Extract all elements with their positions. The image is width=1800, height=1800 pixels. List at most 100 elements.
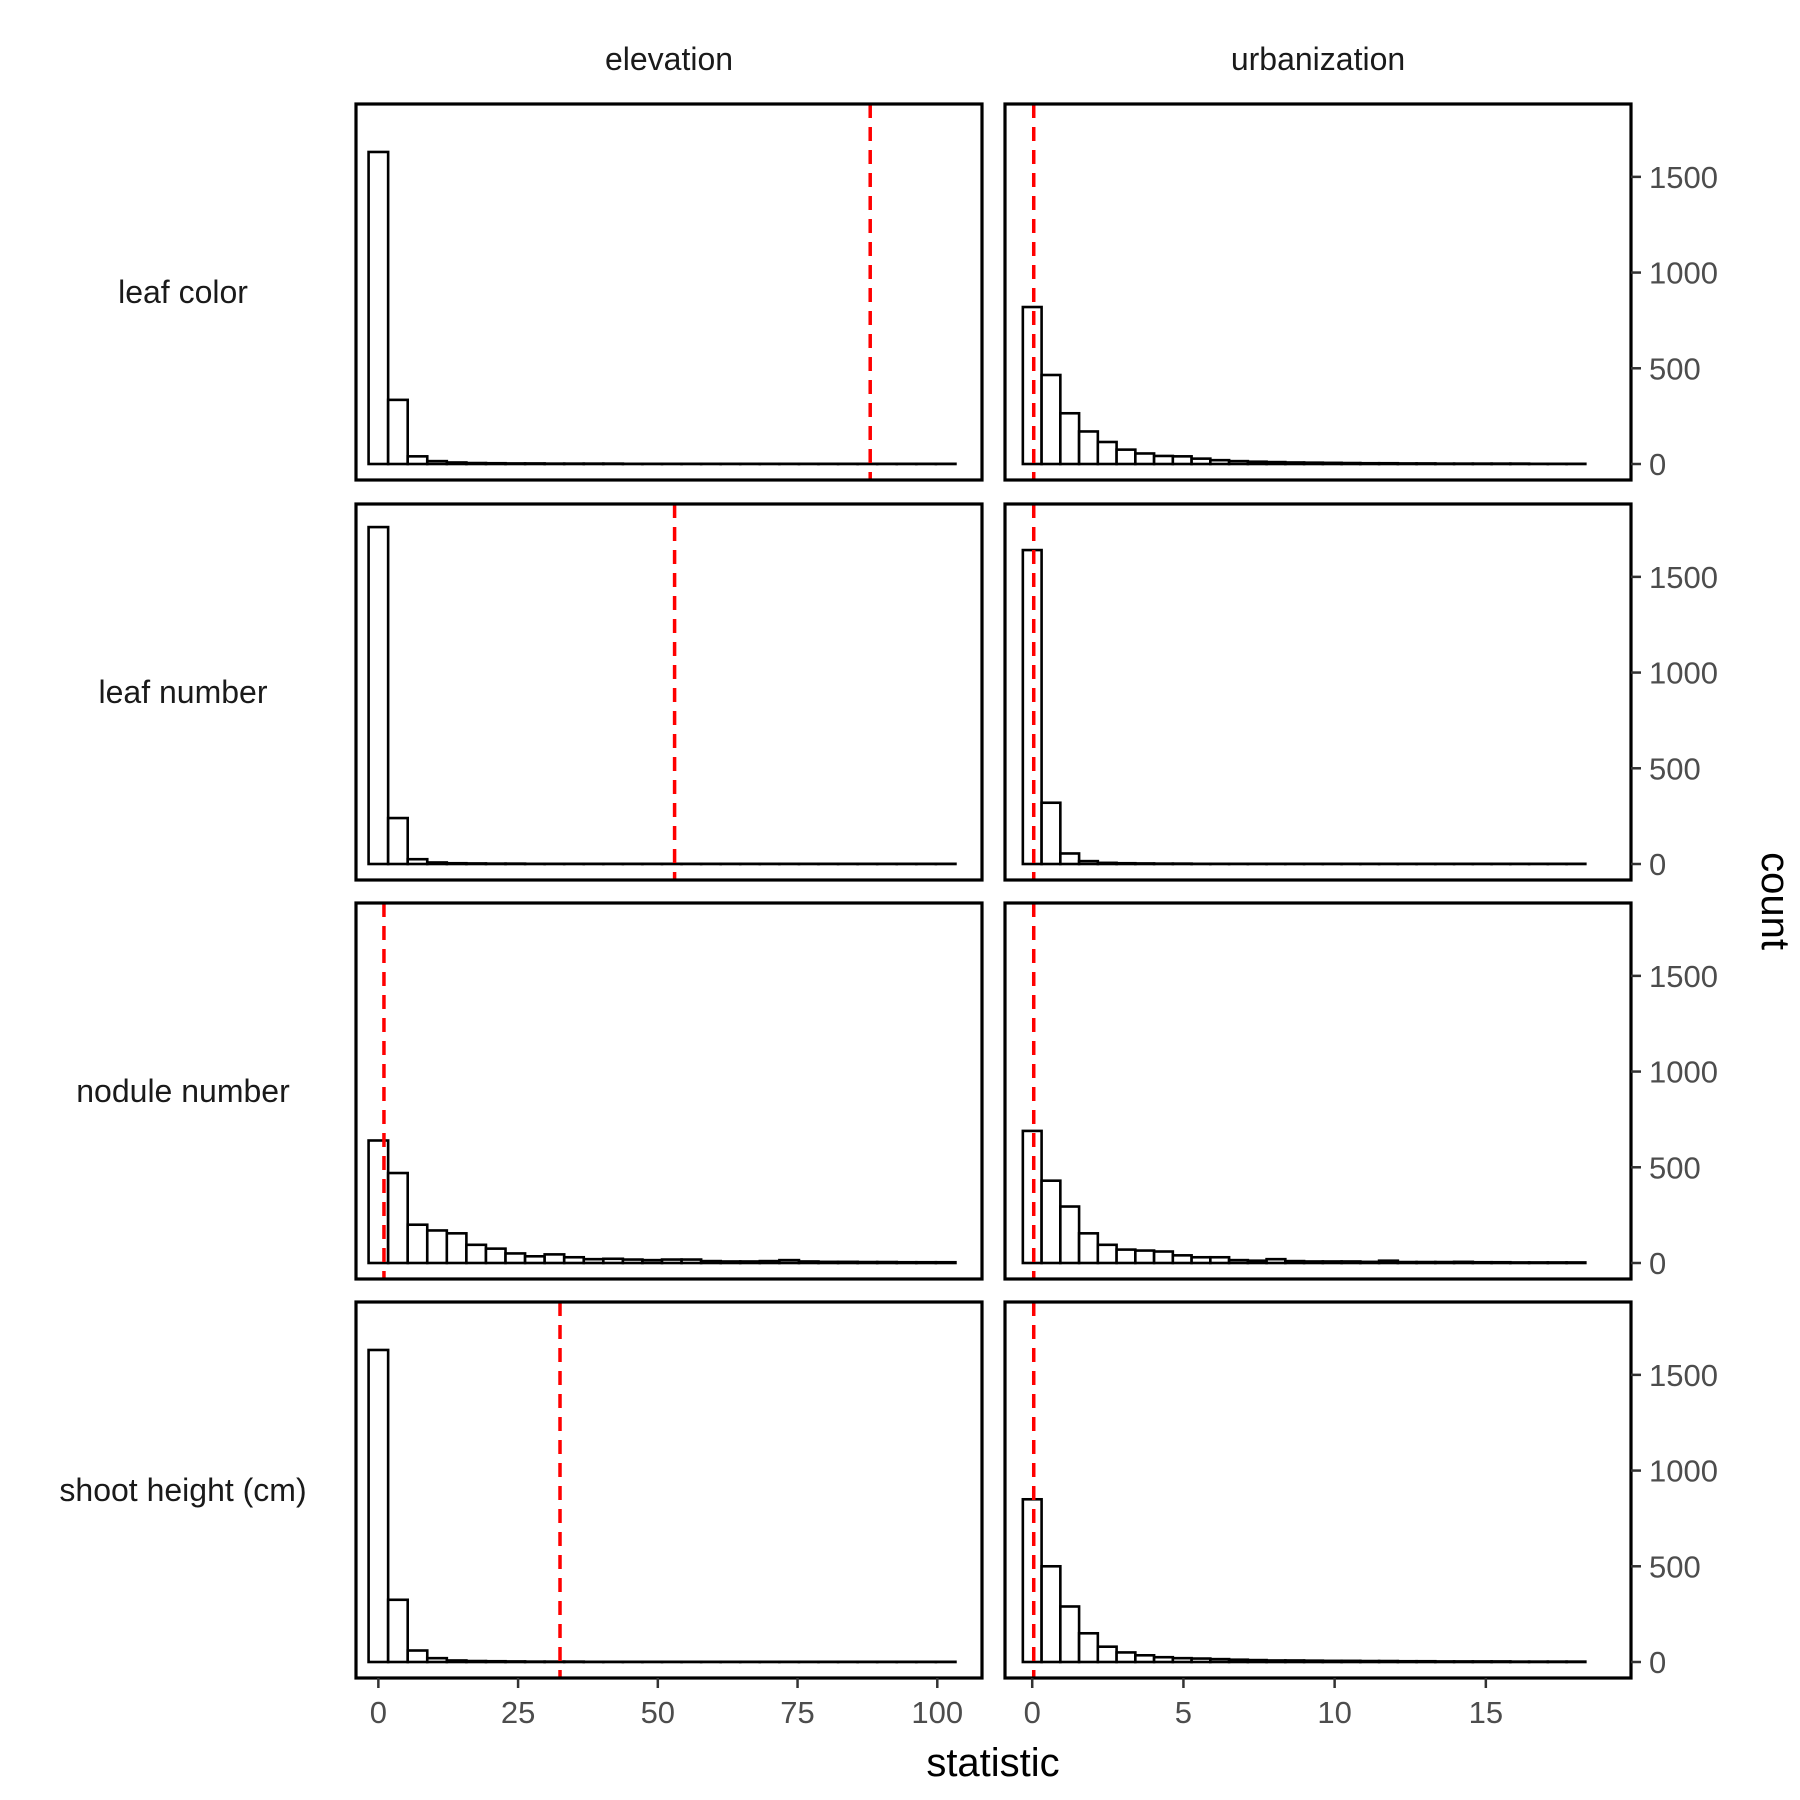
histogram-bar xyxy=(1246,1259,1268,1265)
histogram-bar xyxy=(465,1243,488,1265)
histogram-bar xyxy=(1059,1205,1081,1265)
row-label-leaf-number: leaf number xyxy=(99,674,268,710)
histogram-bar xyxy=(680,1258,703,1265)
histogram-bar xyxy=(1415,1260,1437,1265)
histogram-bar xyxy=(1077,1232,1100,1265)
histogram-bar xyxy=(1059,1605,1081,1664)
y-tick-label: 500 xyxy=(1649,751,1701,786)
histogram-bar xyxy=(523,1255,546,1265)
histogram-bar xyxy=(915,1260,938,1265)
histogram-bar xyxy=(1190,1657,1212,1664)
histogram-bar xyxy=(1265,1257,1287,1265)
histogram-bar xyxy=(1096,1243,1118,1265)
histogram-bar xyxy=(406,857,429,866)
histogram-bar xyxy=(445,861,468,866)
histogram-bar xyxy=(778,1258,801,1265)
histogram-bar xyxy=(1321,461,1343,466)
histogram-bar xyxy=(1059,852,1081,866)
histogram-bar xyxy=(1152,454,1175,466)
histogram-bar xyxy=(386,398,410,466)
histogram-bar xyxy=(1415,462,1437,466)
histogram-bar xyxy=(1227,1258,1250,1265)
histogram-bar xyxy=(504,1252,527,1265)
histogram-bar xyxy=(1115,1651,1137,1664)
histogram-bar xyxy=(1321,1260,1343,1265)
histogram-bar xyxy=(1077,1631,1100,1664)
histogram-bar xyxy=(1077,430,1100,466)
panel-nodule-number-urbanization: 0 500 1000 1500 xyxy=(1003,901,1718,1281)
histogram-bar xyxy=(1209,458,1231,466)
histogram-bar xyxy=(1377,461,1400,466)
histogram-bar xyxy=(406,455,429,466)
histogram-bar xyxy=(1096,440,1118,466)
y-tick-label: 1500 xyxy=(1649,1358,1718,1393)
histogram-bar xyxy=(543,1253,566,1265)
histogram-bar xyxy=(367,1348,390,1664)
histogram-bar xyxy=(856,1260,879,1265)
histogram-bar xyxy=(1040,373,1062,466)
histogram-bar xyxy=(1040,1564,1062,1664)
histogram-bar xyxy=(1115,1248,1137,1265)
histogram-bar xyxy=(1171,455,1193,466)
histogram-bar xyxy=(1377,1659,1400,1664)
y-tick-label: 0 xyxy=(1649,1645,1666,1680)
histogram-bar xyxy=(1396,1659,1418,1664)
histogram-bar xyxy=(367,525,390,866)
histogram-bar xyxy=(1302,1659,1325,1664)
x-tick-label: 5 xyxy=(1175,1695,1192,1730)
histogram-bar xyxy=(1546,1261,1568,1265)
y-tick-label: 1500 xyxy=(1649,959,1718,994)
histogram-bar xyxy=(895,1260,918,1265)
histogram-bar xyxy=(875,1260,899,1265)
histogram-bar xyxy=(934,1260,957,1265)
histogram-bar xyxy=(1415,1659,1437,1664)
histogram-bar xyxy=(484,1659,507,1664)
y-tick-label: 500 xyxy=(1649,1549,1701,1584)
histogram-bar xyxy=(699,1259,723,1265)
histogram-bar xyxy=(758,1259,781,1265)
histogram-bar xyxy=(1284,1659,1306,1664)
panel-border xyxy=(354,1300,984,1680)
histogram-bar xyxy=(367,150,390,466)
histogram-bar xyxy=(445,461,468,466)
histogram-bar xyxy=(1340,1659,1362,1664)
histogram-bar xyxy=(1321,1659,1343,1664)
y-tick-label: 500 xyxy=(1649,1150,1701,1185)
histogram-bar xyxy=(1152,1655,1175,1664)
histogram-bar xyxy=(1134,862,1156,866)
histogram-bar xyxy=(621,1258,644,1265)
panel-leaf-color-urbanization: 0 500 1000 1500 xyxy=(1003,102,1718,482)
histogram-bar xyxy=(386,1598,410,1664)
row-label-leaf-color: leaf color xyxy=(118,274,248,310)
histogram-bar xyxy=(1209,1657,1231,1664)
x-tick-label: 50 xyxy=(641,1695,675,1730)
y-tick-label: 1500 xyxy=(1649,160,1718,195)
panel-leaf-number-urbanization: 0 500 1000 1500 xyxy=(1003,502,1718,882)
histogram-bar xyxy=(386,816,410,866)
panel-leaf-color-elevation xyxy=(354,102,984,482)
histogram-bar xyxy=(1096,861,1118,866)
histogram-bar xyxy=(1246,1658,1268,1664)
histogram-bar xyxy=(425,1656,449,1664)
y-tick-label: 1000 xyxy=(1649,656,1718,691)
x-tick-label: 100 xyxy=(911,1695,963,1730)
y-axis-title: count xyxy=(1753,852,1797,950)
histogram-bar xyxy=(445,1659,468,1664)
histogram-bar xyxy=(1359,1659,1381,1664)
histogram-bar xyxy=(1152,1250,1175,1265)
histogram-bar xyxy=(1115,861,1137,866)
y-tick-label: 1500 xyxy=(1649,560,1718,595)
histogram-bar xyxy=(1527,1261,1550,1265)
panel-border xyxy=(1003,901,1633,1281)
histogram-bar xyxy=(484,461,507,466)
histogram-bar xyxy=(1359,1260,1381,1265)
histogram-bar xyxy=(1434,1260,1456,1265)
histogram-bar xyxy=(1284,461,1306,466)
x-tick-label: 75 xyxy=(780,1695,814,1730)
histogram-bar xyxy=(1302,1260,1325,1265)
histogram-bar xyxy=(1265,460,1287,466)
histogram-bar xyxy=(1134,452,1156,466)
panel-border xyxy=(354,901,984,1281)
